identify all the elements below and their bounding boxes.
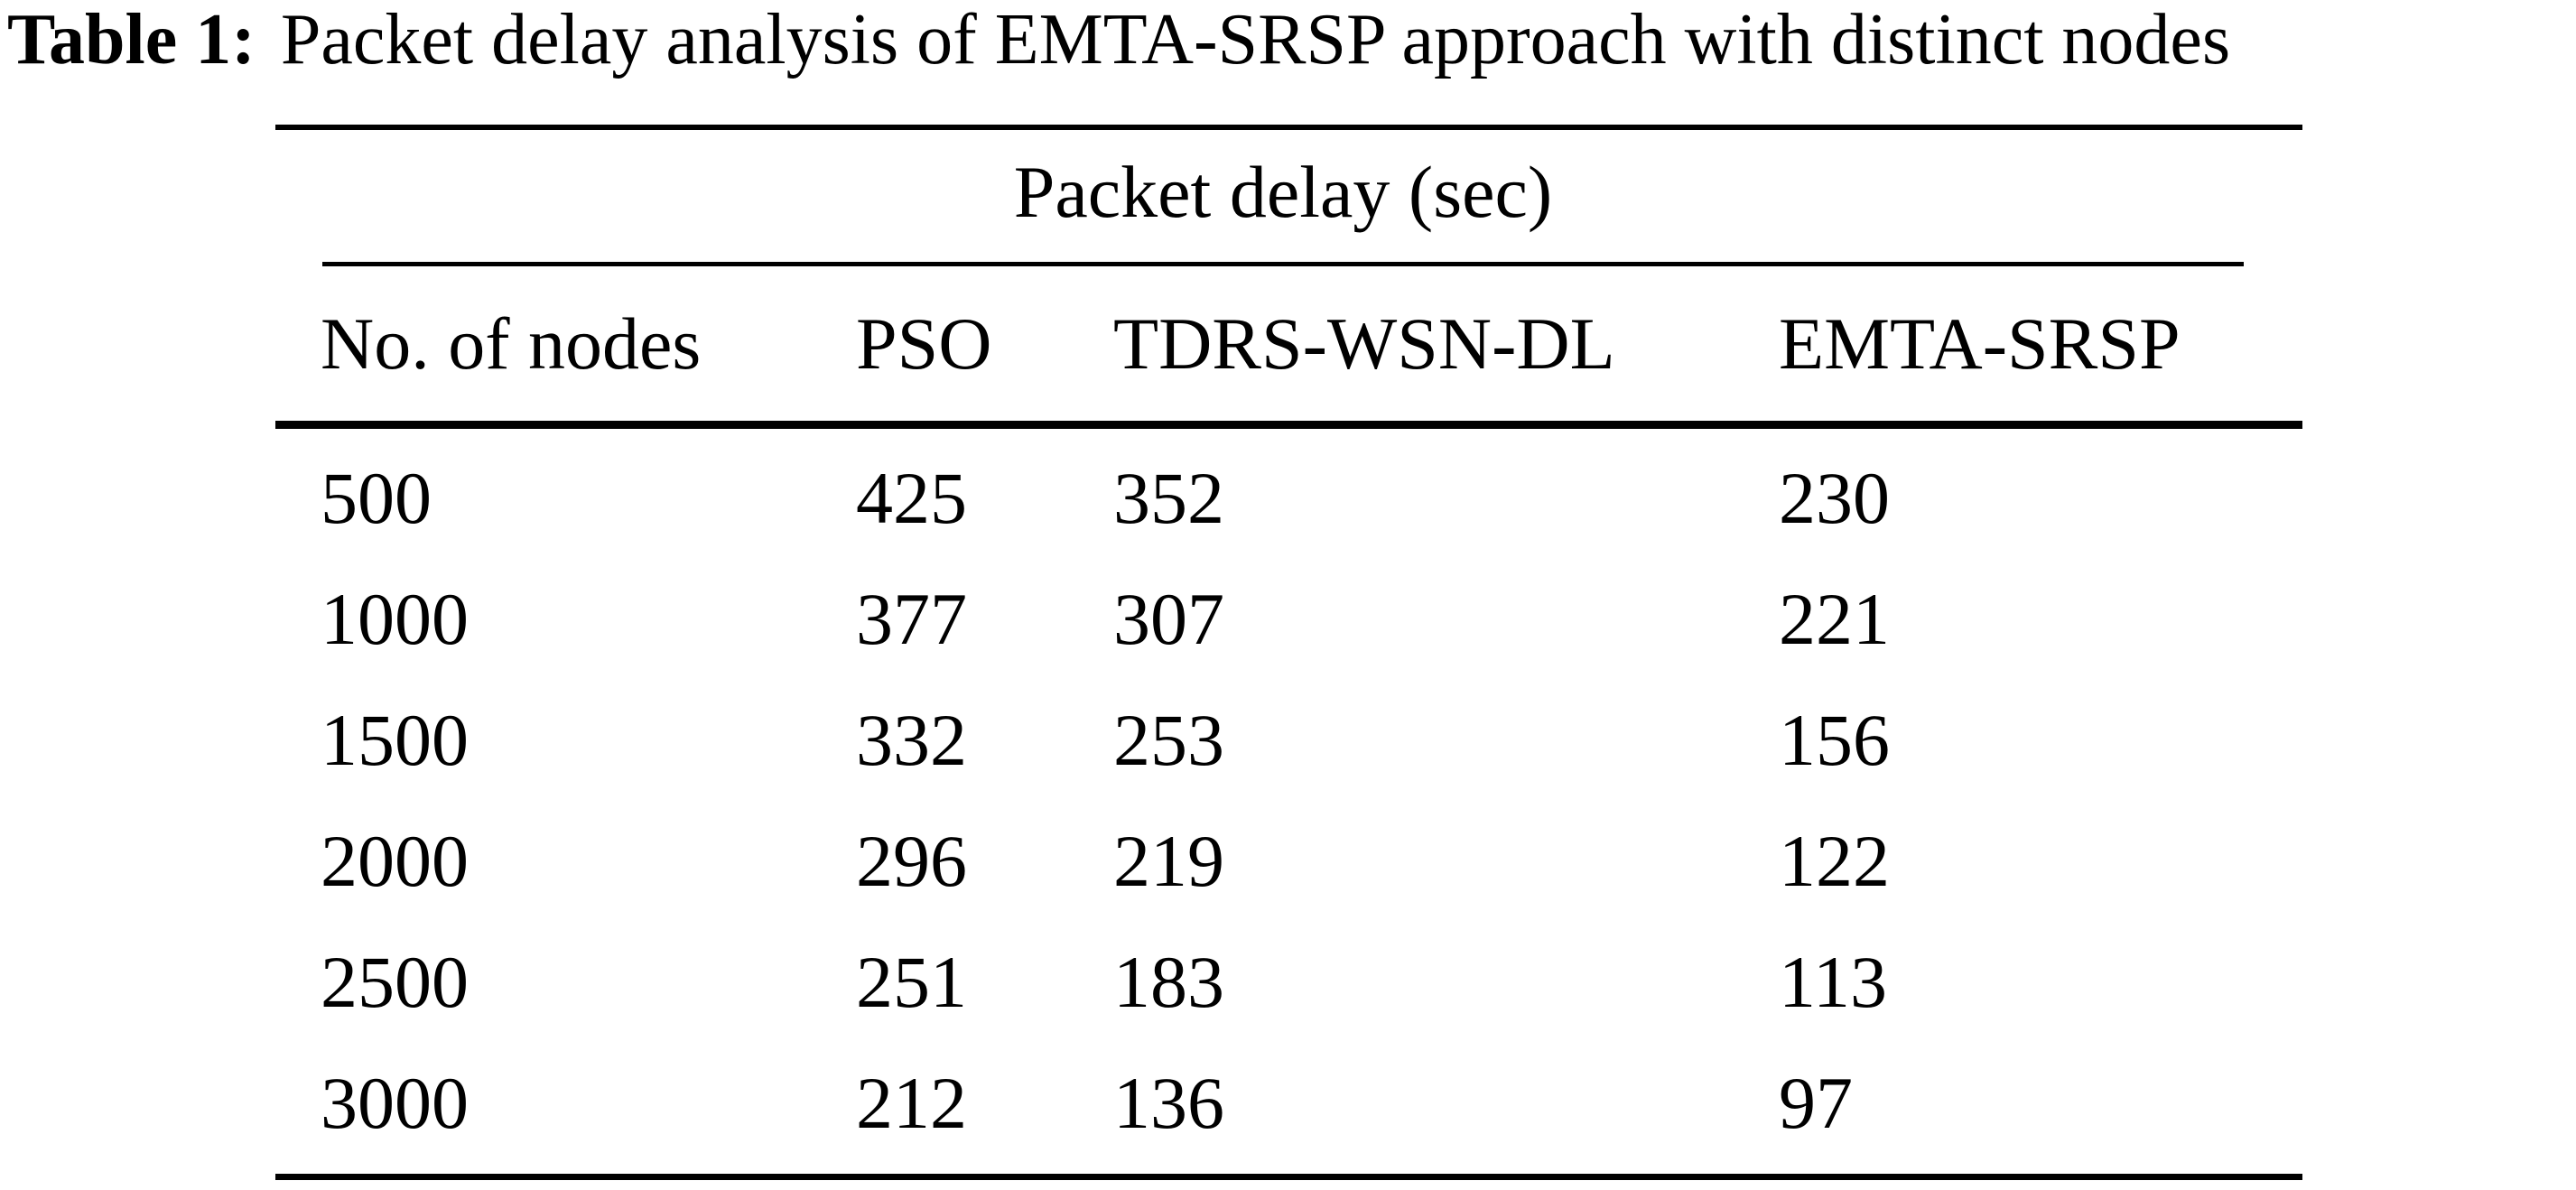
table-row: 2000 296 219 122 [321,801,2302,922]
rule-top [275,125,2302,130]
table-body: 500 425 352 230 1000 377 307 221 1500 33… [321,438,2302,1164]
cell-emta-srsp: 221 [1779,578,1890,660]
column-header-no-of-nodes: No. of nodes [321,302,702,385]
table-caption-text: Packet delay analysis of EMTA-SRSP appro… [280,0,2231,79]
cell-pso: 251 [856,941,967,1023]
cell-emta-srsp: 97 [1779,1062,1853,1144]
rule-bottom [275,1174,2302,1180]
column-header-pso: PSO [856,302,992,385]
table-caption: Table 1: Packet delay analysis of EMTA-SR… [7,0,2230,81]
cell-nodes: 2000 [321,820,469,902]
column-header-emta-srsp: EMTA-SRSP [1779,302,2181,385]
rule-under-headers [275,421,2302,429]
cell-nodes: 3000 [321,1062,469,1144]
table-row: 500 425 352 230 [321,438,2302,559]
cell-pso: 377 [856,578,967,660]
column-header-tdrs-wsn-dl: TDRS-WSN-DL [1113,302,1615,385]
cell-emta-srsp: 156 [1779,699,1890,781]
cell-tdrs-wsn-dl: 253 [1113,699,1224,781]
cell-tdrs-wsn-dl: 352 [1113,457,1224,539]
cell-pso: 296 [856,820,967,902]
cell-pso: 332 [856,699,967,781]
cell-nodes: 1000 [321,578,469,660]
table-row: 1000 377 307 221 [321,559,2302,680]
cell-emta-srsp: 230 [1779,457,1890,539]
cell-nodes: 1500 [321,699,469,781]
table-caption-label: Table 1: [7,0,256,79]
table-row: 2500 251 183 113 [321,922,2302,1043]
rule-under-group-header [322,262,2244,266]
cell-tdrs-wsn-dl: 307 [1113,578,1224,660]
cell-nodes: 500 [321,457,432,539]
table-header-row: No. of nodes PSO TDRS-WSN-DL EMTA-SRSP [321,302,2302,385]
cell-pso: 425 [856,457,967,539]
table-row: 3000 212 136 97 [321,1043,2302,1164]
cell-tdrs-wsn-dl: 219 [1113,820,1224,902]
cell-emta-srsp: 113 [1779,941,1887,1023]
cell-emta-srsp: 122 [1779,820,1890,902]
cell-pso: 212 [856,1062,967,1144]
cell-nodes: 2500 [321,941,469,1023]
table-row: 1500 332 253 156 [321,680,2302,801]
cell-tdrs-wsn-dl: 136 [1113,1062,1224,1144]
table-group-header: Packet delay (sec) [1013,151,1553,233]
cell-tdrs-wsn-dl: 183 [1113,941,1224,1023]
